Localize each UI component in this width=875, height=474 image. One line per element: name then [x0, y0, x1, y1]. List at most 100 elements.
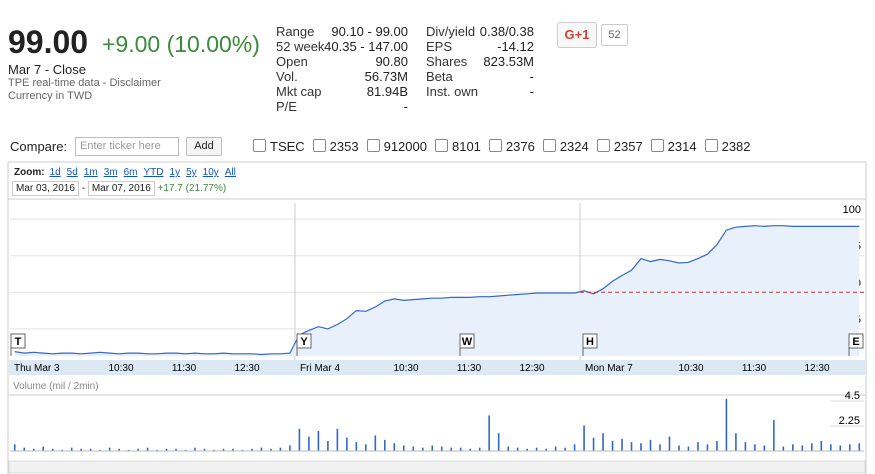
volume-bar [640, 443, 642, 451]
compare-ticker[interactable]: 2376 [488, 139, 535, 154]
volume-bar [260, 447, 263, 451]
ticker-name: 2324 [559, 139, 589, 154]
volume-bar [42, 446, 45, 451]
compare-ticker[interactable]: 8101 [434, 139, 481, 154]
checkbox[interactable] [366, 139, 380, 152]
stat-value: - [403, 99, 408, 114]
volume-bar [89, 448, 92, 451]
compare-ticker[interactable]: 2353 [312, 139, 359, 154]
add-button[interactable]: Add [186, 137, 222, 156]
volume-bar [754, 444, 756, 451]
checkbox[interactable] [704, 139, 718, 152]
range-separator: - [81, 183, 86, 194]
volume-bar [469, 448, 472, 451]
volume-bar [213, 449, 215, 451]
stat-label: Inst. own [426, 84, 479, 99]
checkbox[interactable] [434, 139, 448, 152]
zoom-option[interactable]: 6m [123, 167, 138, 178]
checkbox[interactable] [596, 139, 610, 152]
zoom-option[interactable]: All [224, 167, 236, 178]
volume-bar [393, 443, 396, 451]
zoom-option[interactable]: 5d [66, 167, 78, 178]
zoom-option[interactable]: YTD [143, 167, 164, 178]
stat-label: Shares [426, 54, 468, 69]
volume-bar [279, 447, 282, 451]
compare-ticker[interactable]: 2324 [542, 139, 589, 154]
volume-bar [744, 442, 747, 451]
volume-bar [687, 446, 690, 451]
volume-bar [61, 449, 63, 451]
volume-bar [488, 415, 490, 451]
stat-label: P/E [276, 99, 297, 114]
stat-value: 0.38/0.38 [479, 24, 534, 39]
ticker-name: 2314 [667, 139, 697, 154]
zoom-option[interactable]: 1m [83, 167, 98, 178]
zoom-label: Zoom: [14, 167, 45, 178]
x-tick-label: 11:30 [742, 363, 767, 374]
flag-label: W [462, 336, 473, 348]
checkbox[interactable] [253, 139, 266, 152]
volume-bar [412, 446, 415, 451]
stat-label: Vol. [276, 69, 298, 84]
plus-one-button[interactable]: G+1 [557, 22, 597, 48]
start-date[interactable]: Mar 03, 2016 [12, 181, 79, 196]
volume-bar [573, 444, 576, 451]
zoom-option[interactable]: 1y [169, 167, 181, 178]
zoom-option[interactable]: 10y [202, 167, 219, 178]
x-tick-label: Mon Mar 7 [585, 363, 633, 374]
volume-bar [374, 435, 377, 451]
x-axis-band [9, 360, 865, 375]
checkbox[interactable] [488, 139, 502, 152]
compare-ticker[interactable]: 2314 [650, 139, 697, 154]
compare-label: Compare: [10, 139, 68, 154]
volume-bar [478, 447, 481, 451]
volume-bar [402, 445, 405, 451]
x-tick-label: 11:30 [457, 363, 482, 374]
ticker-name: 2376 [505, 139, 535, 154]
ticker-name: 2382 [721, 139, 751, 154]
volume-bar [118, 448, 120, 451]
stat-value: -14.12 [497, 39, 534, 54]
compare-ticker[interactable]: 2382 [704, 139, 751, 154]
volume-bar [298, 428, 301, 451]
stat-value: 56.73M [364, 69, 408, 84]
zoom-option[interactable]: 3m [103, 167, 118, 178]
zoom-option[interactable]: 5y [186, 167, 197, 178]
checkbox[interactable] [542, 139, 556, 152]
ticker-input[interactable]: Enter ticker here [75, 137, 179, 156]
zoom-option[interactable]: 1d [49, 167, 61, 178]
volume-bar [365, 444, 367, 451]
stat-value: 823.53M [483, 54, 534, 69]
volume-bar [13, 444, 16, 451]
stat-value: 40.35 - 147.00 [324, 39, 408, 54]
ticker-name: 8101 [451, 139, 481, 154]
stat-label: Mkt cap [276, 84, 322, 99]
price-line [14, 225, 860, 356]
volume-bar [99, 449, 101, 451]
x-tick-label: 11:30 [172, 363, 197, 374]
volume-bar [763, 445, 766, 451]
compare-ticker[interactable]: 2357 [596, 139, 643, 154]
volume-bar [23, 447, 26, 451]
volume-bar [80, 448, 82, 451]
range-change: +17.7 (21.77%) [157, 183, 227, 194]
checkbox[interactable] [312, 139, 326, 152]
x-tick-label: Fri Mar 4 [300, 363, 340, 374]
currency: Currency in TWD [8, 90, 93, 102]
end-date[interactable]: Mar 07, 2016 [87, 181, 155, 196]
stat-value: - [529, 84, 534, 99]
y-tick-label: 4.5 [845, 390, 860, 402]
checkbox[interactable] [650, 139, 664, 152]
x-tick-label: 12:30 [234, 363, 259, 374]
volume-bar [516, 447, 519, 451]
volume-bar [51, 448, 54, 451]
volume-bar [526, 448, 528, 451]
volume-bar [194, 447, 196, 451]
y-tick-label: 100 [843, 204, 861, 216]
compare-ticker[interactable]: TSEC [253, 139, 305, 154]
volume-bar [782, 446, 785, 451]
zoom-bar: Zoom: 1d 5d 1m 3m 6m YTD 1y 5y 10y All [14, 167, 242, 178]
compare-ticker[interactable]: 912000 [366, 139, 427, 154]
volume-bar [811, 443, 813, 451]
volume-bar [716, 441, 718, 451]
